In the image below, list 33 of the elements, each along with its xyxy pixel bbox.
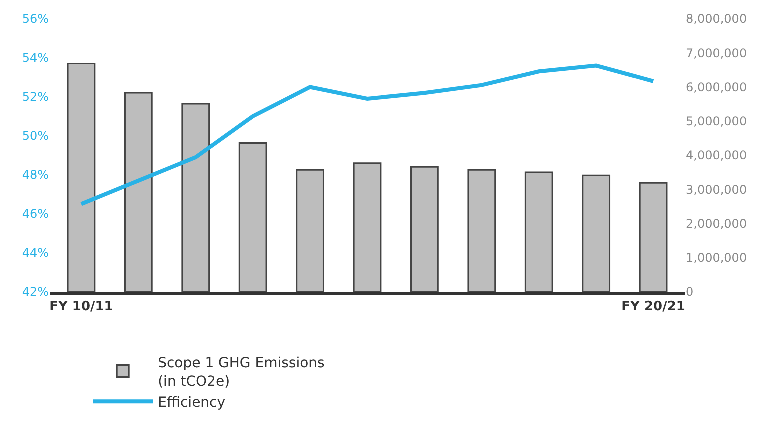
x-tick-label: FY 20/21	[622, 300, 686, 315]
bar	[296, 169, 324, 292]
y-tick-label: 56%	[22, 12, 49, 26]
bar	[353, 162, 382, 292]
y2-tick-label: 0	[686, 285, 694, 300]
y-tick-label: 42%	[22, 285, 49, 300]
y-tick-label: 48%	[22, 168, 49, 182]
y2-tick-label: 2,000,000	[686, 216, 748, 231]
y2-tick-label: 7,000,000	[686, 46, 748, 60]
y2-tick-label: 8,000,000	[686, 12, 748, 26]
y-tick-label: 44%	[22, 246, 49, 260]
bar	[410, 166, 439, 292]
line-series	[79, 64, 656, 206]
y2-tick-label: 3,000,000	[686, 182, 748, 197]
bar	[182, 103, 210, 292]
bar	[582, 174, 611, 292]
bar	[67, 62, 96, 292]
y-tick-label: 50%	[22, 129, 49, 144]
y2-tick-label: 6,000,000	[686, 80, 748, 94]
bar	[468, 169, 496, 292]
legend-label: Scope 1 GHG Emissions (in tCO2e)	[158, 356, 325, 390]
bar	[639, 182, 668, 292]
bar	[238, 142, 268, 292]
y-tick-label: 52%	[22, 90, 49, 104]
y2-tick-label: 4,000,000	[686, 148, 748, 163]
x-tick-label: FY 10/11	[50, 300, 114, 315]
bar	[124, 92, 153, 292]
y2-tick-label: 5,000,000	[686, 114, 748, 129]
y2-tick-label: 1,000,000	[686, 251, 748, 266]
bar	[524, 172, 554, 292]
legend-label: Efficiency	[158, 395, 226, 412]
y-tick-label: 54%	[22, 51, 49, 66]
y-tick-label: 46%	[22, 207, 49, 222]
